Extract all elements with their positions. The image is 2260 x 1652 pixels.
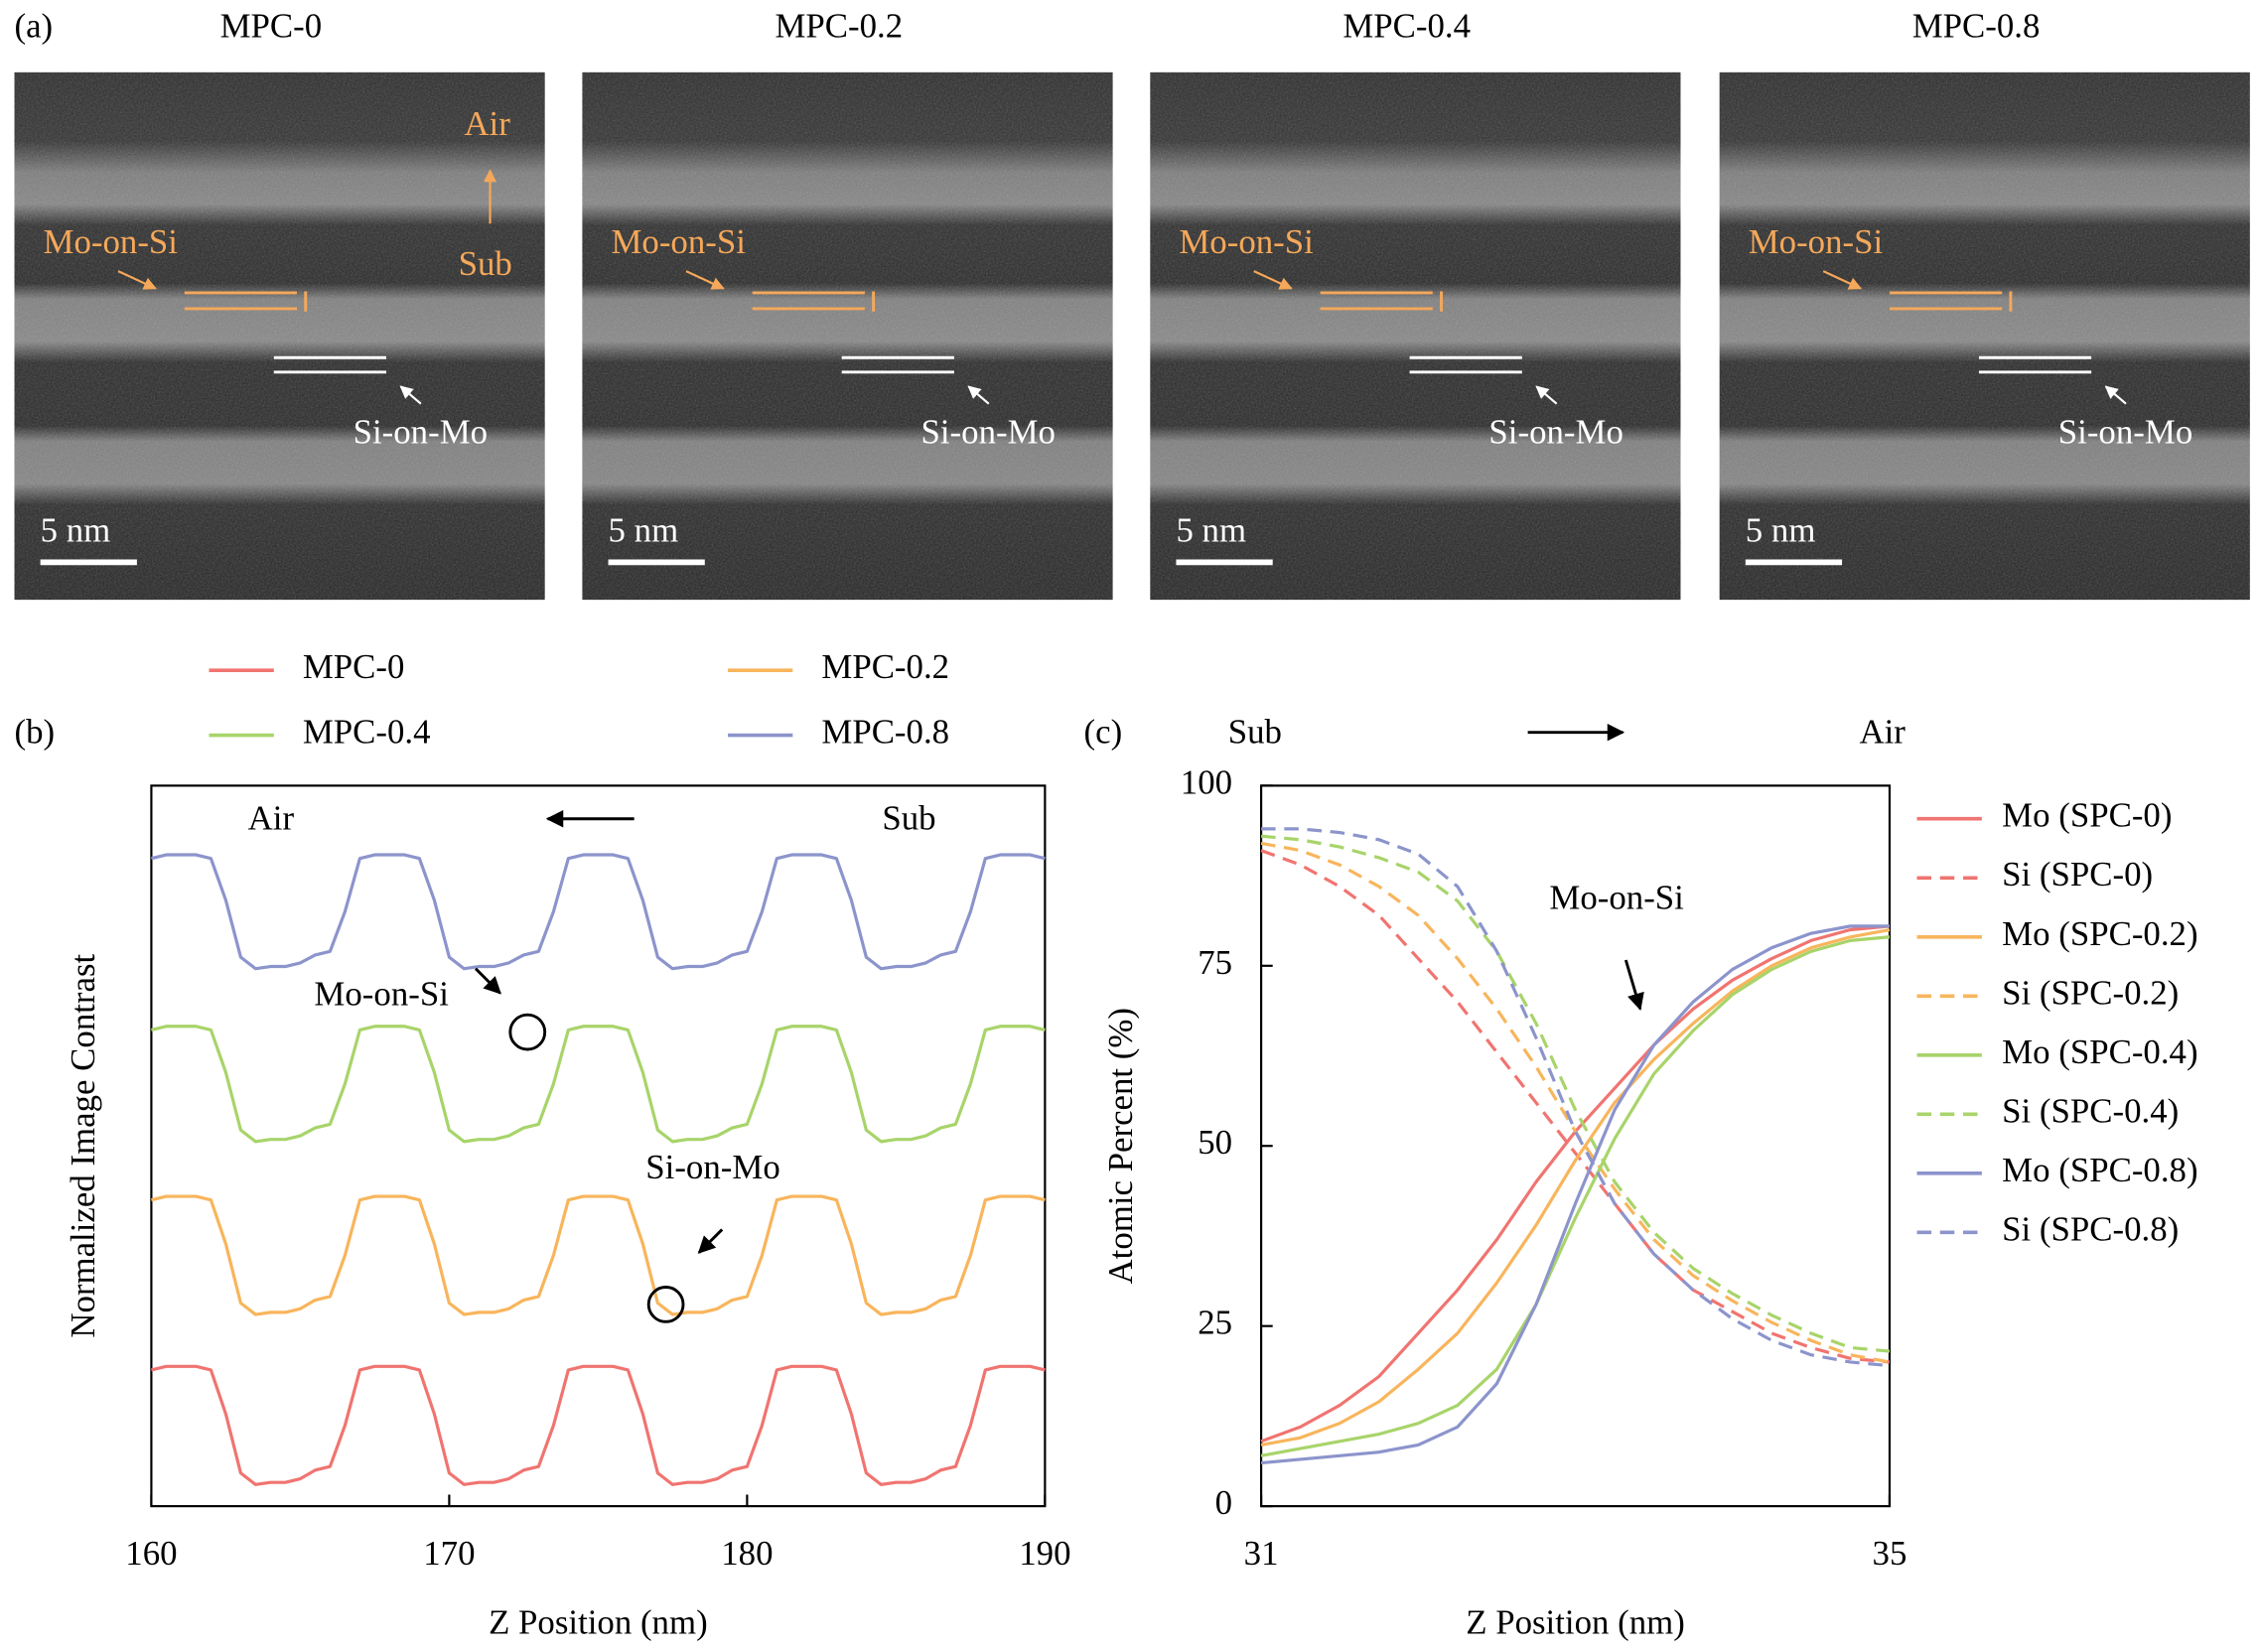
annotation: Mo-on-Si <box>1179 222 1314 261</box>
series-line <box>151 1025 1046 1144</box>
legend-label: Si (SPC-0) <box>2002 855 2153 894</box>
series-line <box>1261 827 1891 1368</box>
x-tick-label: 190 <box>1019 1534 1070 1573</box>
image-title: MPC-0.8 <box>1912 6 2041 45</box>
legend-label: MPC-0 <box>303 647 405 686</box>
y-tick-label: 75 <box>1198 943 1232 982</box>
annotation: Sub <box>1228 713 1282 752</box>
arrow <box>1822 270 1863 290</box>
plot-frame <box>150 784 1047 1508</box>
legend-label: Si (SPC-0.8) <box>2002 1209 2179 1248</box>
highlight-circle <box>508 1013 547 1051</box>
annotation: Sub <box>882 799 935 838</box>
arrow <box>1535 385 1558 405</box>
arrow <box>474 967 501 995</box>
legend-label: MPC-0.2 <box>821 647 949 686</box>
x-tick-label: 160 <box>125 1534 177 1573</box>
plot-frame <box>1260 784 1892 1508</box>
series-line <box>1260 927 1891 1447</box>
annotation: Air <box>1859 713 1906 752</box>
arrow <box>685 270 725 290</box>
series-line <box>1260 834 1891 1353</box>
y-tick-label: 25 <box>1198 1304 1232 1342</box>
x-tick-label: 35 <box>1873 1534 1907 1573</box>
arrow <box>697 1228 724 1254</box>
legend-label: Si (SPC-0.2) <box>2002 973 2179 1012</box>
legend-label: Mo (SPC-0.4) <box>2002 1032 2197 1071</box>
series-line <box>151 1194 1046 1316</box>
y-axis-label: Atomic Percent (%) <box>1101 1008 1140 1285</box>
scale-bar-label: 5 nm <box>1176 510 1246 549</box>
highlight-circle <box>646 1286 685 1323</box>
annotation: Si-on-Mo <box>1488 413 1623 452</box>
x-tick-label: 170 <box>423 1534 475 1573</box>
x-axis-label: Z Position (nm) <box>489 1603 708 1642</box>
arrow <box>1253 270 1293 290</box>
legend-label: MPC-0.4 <box>303 713 431 752</box>
tem-noise <box>1719 71 2250 601</box>
y-tick-label: 50 <box>1198 1123 1232 1162</box>
legend-label: Si (SPC-0.4) <box>2002 1091 2179 1130</box>
legend-label: Mo (SPC-0.8) <box>2002 1151 2197 1189</box>
arrow <box>967 385 990 405</box>
arrow <box>2104 385 2127 405</box>
x-axis-label: Z Position (nm) <box>1466 1603 1685 1642</box>
arrow <box>117 270 157 290</box>
panel-label: (b) <box>15 713 56 752</box>
annotation: Si-on-Mo <box>353 413 488 452</box>
annotation: Mo-on-Si <box>44 222 179 261</box>
tem-noise <box>582 71 1113 601</box>
image-title: MPC-0 <box>220 6 323 45</box>
annotation: Si-on-Mo <box>645 1148 779 1186</box>
annotation: Si-on-Mo <box>2058 413 2192 452</box>
annotation: Air <box>248 799 295 838</box>
annotation: Sub <box>459 244 512 283</box>
series-line <box>1260 841 1891 1364</box>
arrow <box>399 385 422 405</box>
series-line <box>1260 935 1891 1457</box>
series-line <box>1260 924 1891 1444</box>
legend-label: MPC-0.8 <box>821 713 949 752</box>
scale-bar-label: 5 nm <box>41 510 111 549</box>
image-title: MPC-0.4 <box>1342 6 1471 45</box>
x-tick-label: 180 <box>721 1534 773 1573</box>
legend-label: Mo (SPC-0.2) <box>2002 914 2197 953</box>
series-line <box>1260 924 1890 1465</box>
y-tick-label: 0 <box>1215 1483 1232 1522</box>
annotation: Air <box>464 104 510 143</box>
scale-bar-label: 5 nm <box>1746 510 1816 549</box>
annotation: Mo-on-Si <box>611 222 746 261</box>
series-line <box>151 853 1046 971</box>
annotation: Mo-on-Si <box>1549 878 1684 916</box>
x-tick-label: 31 <box>1244 1534 1279 1573</box>
series-line <box>151 1364 1046 1486</box>
image-title: MPC-0.2 <box>775 6 903 45</box>
annotation: Mo-on-Si <box>314 975 449 1014</box>
panel-label: (c) <box>1084 713 1123 752</box>
panel-label: (a) <box>15 6 54 45</box>
tem-noise <box>1150 71 1681 601</box>
series-line <box>1260 849 1891 1364</box>
scale-bar-label: 5 nm <box>609 510 679 549</box>
arrow <box>1624 959 1644 1012</box>
tem-noise <box>14 71 545 601</box>
y-axis-label: Normalized Image Contrast <box>64 953 102 1337</box>
annotation: Si-on-Mo <box>921 413 1056 452</box>
legend-label: Mo (SPC-0) <box>2002 796 2172 835</box>
y-tick-label: 100 <box>1181 762 1232 801</box>
annotation: Mo-on-Si <box>1749 222 1884 261</box>
